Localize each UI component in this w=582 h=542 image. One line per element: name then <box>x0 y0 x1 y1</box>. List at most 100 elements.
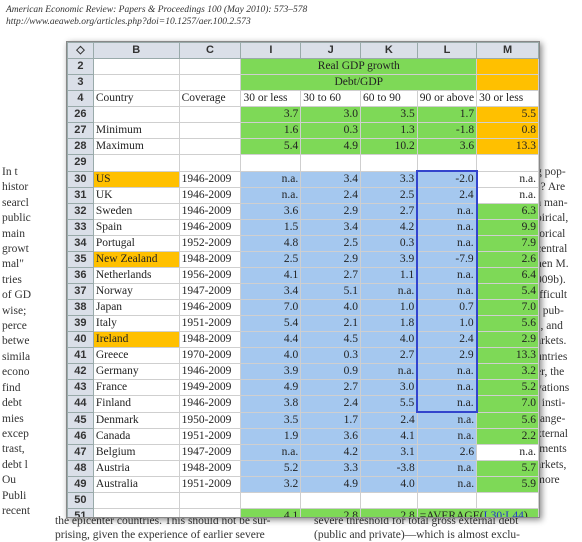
value-cell[interactable]: -2.0 <box>416 170 478 188</box>
coverage-cell[interactable]: 1946-2009 <box>178 187 242 204</box>
value-cell[interactable]: 13.3 <box>476 138 539 155</box>
cell[interactable] <box>476 58 539 75</box>
coverage-cell[interactable]: 1947-2009 <box>178 283 242 300</box>
country-cell[interactable]: New Zealand <box>92 251 180 268</box>
value-cell[interactable]: 2.2 <box>476 428 539 445</box>
country-cell[interactable]: Spain <box>92 219 180 236</box>
row-header[interactable]: 39 <box>67 315 94 332</box>
label-cell[interactable] <box>92 106 180 123</box>
value-cell[interactable]: 7.0 <box>240 299 302 316</box>
value-cell[interactable]: -3.8 <box>360 460 418 477</box>
cell[interactable] <box>178 58 242 75</box>
country-cell[interactable]: Denmark <box>92 411 180 429</box>
value-cell[interactable]: 3.6 <box>416 138 478 155</box>
country-cell[interactable]: Australia <box>92 476 180 493</box>
header-cell[interactable]: Coverage <box>178 90 242 107</box>
value-cell[interactable]: 4.8 <box>240 235 302 252</box>
value-cell[interactable] <box>476 154 539 172</box>
coverage-cell[interactable]: 1946-2009 <box>178 203 242 220</box>
value-cell[interactable]: 3.3 <box>360 170 418 188</box>
value-cell[interactable]: 2.4 <box>416 331 478 348</box>
coverage-cell[interactable]: 1950-2009 <box>178 411 242 429</box>
value-cell[interactable]: 5.9 <box>476 476 539 493</box>
value-cell[interactable]: 4.0 <box>300 299 362 316</box>
value-cell[interactable]: n.a. <box>416 235 478 252</box>
row-header[interactable]: 44 <box>67 395 94 413</box>
row-header[interactable]: 30 <box>67 170 94 188</box>
coverage-cell[interactable]: 1951-2009 <box>178 428 242 445</box>
country-cell[interactable]: Canada <box>92 428 180 445</box>
value-cell[interactable]: 2.4 <box>360 411 418 429</box>
country-cell[interactable]: France <box>92 379 180 396</box>
value-cell[interactable]: 3.6 <box>300 428 362 445</box>
value-cell[interactable]: 7.0 <box>476 299 539 316</box>
row-header[interactable]: 40 <box>67 331 94 348</box>
value-cell[interactable]: 1.1 <box>360 267 418 284</box>
row-header[interactable]: 50 <box>67 492 94 509</box>
value-cell[interactable]: 2.7 <box>360 347 418 364</box>
value-cell[interactable]: 2.5 <box>240 251 302 268</box>
value-cell[interactable]: 1.7 <box>416 106 478 123</box>
value-cell[interactable]: 2.9 <box>300 203 362 220</box>
row-header[interactable]: 34 <box>67 235 94 252</box>
country-cell[interactable]: Japan <box>92 299 180 316</box>
value-cell[interactable]: 3.8 <box>240 395 302 413</box>
country-cell[interactable]: Germany <box>92 363 180 380</box>
value-cell[interactable]: 3.0 <box>360 379 418 396</box>
column-header-i[interactable]: I <box>240 42 302 59</box>
value-cell[interactable]: 1.3 <box>360 122 418 139</box>
label-cell[interactable]: Minimum <box>92 122 180 139</box>
row-header[interactable]: 33 <box>67 219 94 236</box>
column-header-m[interactable]: M <box>476 42 539 59</box>
value-cell[interactable]: 3.2 <box>476 363 539 380</box>
column-header-j[interactable]: J <box>300 42 362 59</box>
row-header[interactable]: 38 <box>67 299 94 316</box>
value-cell[interactable]: 3.7 <box>240 106 302 123</box>
value-cell[interactable]: 0.3 <box>300 122 362 139</box>
cell[interactable] <box>416 492 478 509</box>
cell[interactable] <box>178 138 242 155</box>
value-cell[interactable]: 4.1 <box>360 428 418 445</box>
value-cell[interactable]: 2.5 <box>360 187 418 204</box>
value-cell[interactable]: 5.4 <box>476 283 539 300</box>
cell[interactable] <box>92 508 180 517</box>
value-cell[interactable]: 0.3 <box>300 347 362 364</box>
value-cell[interactable]: n.a. <box>416 476 478 493</box>
column-header-k[interactable]: K <box>360 42 418 59</box>
value-cell[interactable] <box>360 154 418 172</box>
value-cell[interactable]: 4.0 <box>240 347 302 364</box>
value-cell[interactable]: n.a. <box>416 267 478 284</box>
value-cell[interactable]: n.a. <box>240 187 302 204</box>
subtitle-cell[interactable]: Debt/GDP <box>240 74 478 91</box>
cell[interactable] <box>178 154 242 172</box>
value-cell[interactable]: 3.5 <box>240 411 302 429</box>
value-cell[interactable] <box>416 154 478 172</box>
row-header[interactable]: 32 <box>67 203 94 220</box>
country-cell[interactable]: US <box>92 170 180 188</box>
column-header-b[interactable]: B <box>92 42 180 59</box>
value-cell[interactable]: 1.8 <box>360 315 418 332</box>
value-cell[interactable]: 4.0 <box>360 331 418 348</box>
value-cell[interactable]: n.a. <box>416 460 478 477</box>
value-cell[interactable]: n.a. <box>476 187 539 204</box>
country-cell[interactable]: Portugal <box>92 235 180 252</box>
coverage-cell[interactable]: 1948-2009 <box>178 460 242 477</box>
label-cell[interactable]: Maximum <box>92 138 180 155</box>
row-header[interactable]: 41 <box>67 347 94 364</box>
country-cell[interactable]: Italy <box>92 315 180 332</box>
country-cell[interactable]: Netherlands <box>92 267 180 284</box>
value-cell[interactable]: n.a. <box>416 379 478 396</box>
row-header[interactable]: 47 <box>67 444 94 461</box>
value-cell[interactable]: n.a. <box>416 363 478 380</box>
value-cell[interactable] <box>240 154 302 172</box>
cell[interactable] <box>92 492 180 509</box>
value-cell[interactable]: 2.9 <box>476 331 539 348</box>
value-cell[interactable]: -7.9 <box>416 251 478 268</box>
spreadsheet-window[interactable]: ◇ B C I J K L M 2 Real GDP growth 3 Debt… <box>66 41 540 518</box>
value-cell[interactable]: 3.3 <box>300 460 362 477</box>
row-header[interactable]: 35 <box>67 251 94 268</box>
average-cell[interactable]: 2.8 <box>360 508 418 517</box>
row-header[interactable]: 43 <box>67 379 94 396</box>
value-cell[interactable]: 5.2 <box>476 379 539 396</box>
country-cell[interactable]: Austria <box>92 460 180 477</box>
